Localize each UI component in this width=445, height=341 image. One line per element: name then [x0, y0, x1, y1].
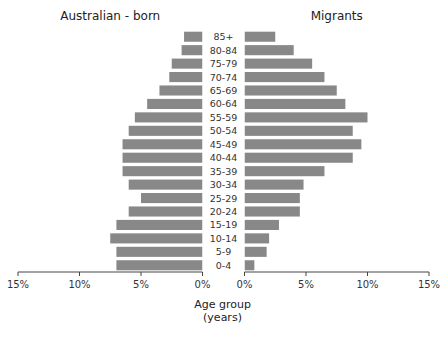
- bar: [141, 193, 203, 203]
- x-tick: [244, 272, 245, 276]
- x-tick-label: 5%: [298, 279, 314, 290]
- bar: [110, 233, 202, 243]
- y-tick-label: 80-84: [210, 45, 238, 56]
- x-tick: [306, 272, 307, 276]
- x-tick: [202, 272, 203, 276]
- y-tick-label: 35-39: [210, 166, 238, 177]
- bar: [245, 99, 346, 109]
- panel-title: Migrants: [311, 9, 363, 23]
- chart: Australian - born 15% 10% 5% 0% Age group(yea…: [0, 0, 445, 341]
- bar: [184, 32, 202, 42]
- y-tick-label: 30-34: [210, 179, 238, 190]
- bar: [245, 233, 270, 243]
- bar: [245, 45, 294, 55]
- bar: [147, 99, 202, 109]
- bar: [123, 153, 203, 163]
- x-axis-line: [245, 272, 430, 273]
- bars: [110, 32, 202, 271]
- y-tick-label: 5-9: [216, 246, 232, 257]
- bar: [245, 166, 325, 176]
- bar: [245, 206, 300, 216]
- bar: [245, 32, 276, 42]
- bar: [245, 126, 353, 136]
- y-tick-label: 25-29: [210, 193, 238, 204]
- bar: [245, 72, 325, 82]
- bar: [129, 126, 203, 136]
- bar: [116, 260, 202, 270]
- bar: [245, 193, 300, 203]
- bar: [129, 206, 203, 216]
- y-tick-label: 10-14: [210, 233, 238, 244]
- bar: [172, 59, 203, 69]
- y-tick-label: 85+: [213, 31, 233, 42]
- bar: [245, 260, 255, 270]
- bars: [245, 32, 368, 271]
- x-tick-label: 15%: [7, 279, 29, 290]
- y-tick-label: 15-19: [210, 219, 238, 230]
- x-tick: [79, 272, 80, 276]
- x-axis-line: [18, 272, 203, 273]
- y-tick-label: 0-4: [216, 260, 232, 271]
- x-tick-label: 10%: [68, 279, 90, 290]
- y-tick-label: 40-44: [210, 152, 238, 163]
- bar: [245, 180, 304, 190]
- y-tick-label: 55-59: [210, 112, 238, 123]
- bar: [245, 139, 362, 149]
- bar: [116, 220, 202, 230]
- bar: [245, 85, 337, 95]
- bar: [245, 153, 353, 163]
- bar: [129, 180, 203, 190]
- x-tick-label: 10%: [356, 279, 378, 290]
- y-tick-label: 20-24: [210, 206, 238, 217]
- bar: [245, 59, 313, 69]
- x-tick-label: 0%: [195, 279, 211, 290]
- bar: [245, 247, 267, 257]
- bar: [123, 166, 203, 176]
- x-tick: [141, 272, 142, 276]
- x-tick-label: 15%: [418, 279, 440, 290]
- y-tick-label: 70-74: [210, 72, 238, 83]
- y-tick-label: 50-54: [210, 125, 238, 136]
- y-tick-label: 75-79: [210, 58, 238, 69]
- bar: [182, 45, 203, 55]
- bar: [135, 112, 203, 122]
- x-tick: [429, 272, 430, 276]
- bar: [245, 220, 279, 230]
- x-tick: [18, 272, 19, 276]
- bar: [169, 72, 202, 82]
- bar: [116, 247, 202, 257]
- y-tick-label: 45-49: [210, 139, 238, 150]
- bar: [245, 112, 368, 122]
- y-tick-label: 65-69: [210, 85, 238, 96]
- bar: [123, 139, 203, 149]
- x-tick: [367, 272, 368, 276]
- panel-title: Australian - born: [60, 9, 160, 23]
- x-tick-label: 5%: [133, 279, 149, 290]
- y-tick-label: 60-64: [210, 98, 238, 109]
- x-axis-label: Age group(years): [194, 298, 251, 324]
- bar: [159, 85, 202, 95]
- x-tick-label: 0%: [237, 279, 253, 290]
